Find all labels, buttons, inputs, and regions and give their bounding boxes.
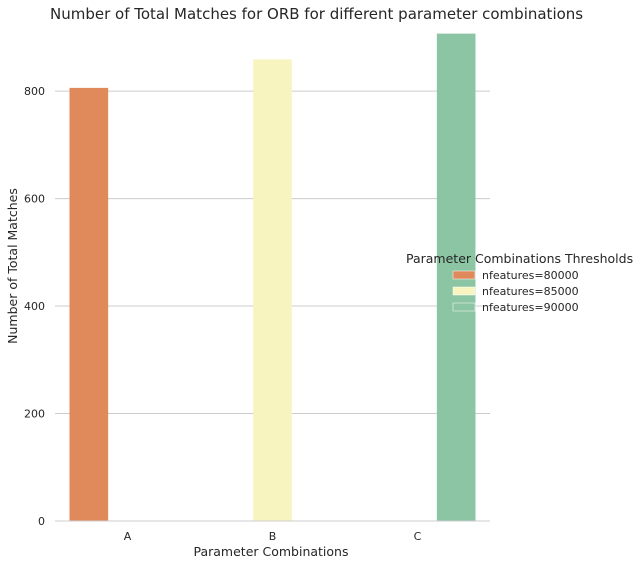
- y-tick-label-800: 800: [24, 85, 45, 98]
- y-tick-label-400: 400: [24, 300, 45, 313]
- y-tick-label-200: 200: [24, 408, 45, 421]
- legend-items: nfeatures=80000 nfeatures=85000 nfeatures=…: [452, 269, 579, 314]
- x-tick-label-C: C: [414, 530, 422, 543]
- legend-title: Parameter Combinations Thresholds: [406, 251, 633, 266]
- bars: [69, 33, 476, 522]
- legend-swatch-nfeatures=80000: [452, 270, 476, 280]
- x-tick-labels: A B C: [124, 530, 422, 543]
- legend-label-nfeatures=80000: nfeatures=80000: [482, 269, 579, 282]
- x-tick-label-A: A: [124, 530, 132, 543]
- legend-swatch-nfeatures=90000: [452, 302, 476, 312]
- legend-label-nfeatures=90000: nfeatures=90000: [482, 301, 579, 314]
- y-tick-label-0: 0: [38, 515, 45, 528]
- y-tick-label-600: 600: [24, 193, 45, 206]
- y-axis-label: Number of Total Matches: [5, 188, 20, 344]
- bar-B-nfeatures=85000: [253, 59, 292, 522]
- legend-swatch-nfeatures=85000: [452, 286, 476, 296]
- bar-A-nfeatures=80000: [69, 87, 109, 521]
- x-tick-label-B: B: [269, 530, 277, 543]
- legend-label-nfeatures=85000: nfeatures=85000: [482, 285, 579, 298]
- y-tick-labels: 0 200 400 600 800: [24, 85, 45, 528]
- legend: Parameter Combinations Thresholds nfeatu…: [406, 251, 633, 314]
- chart-title: Number of Total Matches for ORB for diff…: [50, 5, 583, 23]
- x-axis-label: Parameter Combinations: [193, 544, 348, 559]
